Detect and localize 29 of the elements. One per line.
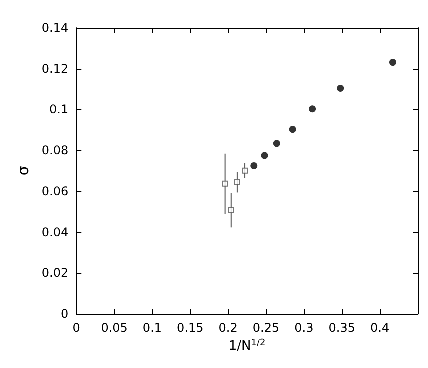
y-tick-label: 0 (60, 307, 69, 322)
point (242, 168, 248, 174)
x-tick-label: 0.1 (142, 321, 162, 336)
y-tick-label: 0.02 (42, 266, 69, 280)
point (228, 207, 234, 214)
x-tick-label: 0.4 (370, 321, 390, 336)
x-tick-label: 0 (72, 321, 80, 336)
x-tick-label: 0.35 (328, 321, 356, 336)
x-tick-label: 0.25 (252, 321, 280, 336)
point (289, 126, 296, 134)
y-tick-label: 0.1 (50, 102, 69, 117)
point (222, 180, 228, 187)
y-tick-label: 0.04 (42, 225, 69, 240)
x-tick-label: 0.15 (177, 321, 204, 336)
point (389, 59, 396, 66)
y-tick-label: 0.14 (42, 21, 69, 35)
point (234, 179, 240, 186)
y-tick-label: 0.08 (42, 144, 69, 158)
point (309, 106, 316, 113)
x-tick-label: 0.05 (101, 321, 128, 336)
y-tick-label: 0.12 (42, 62, 69, 76)
point (261, 152, 268, 160)
y-tick-label: 0.06 (42, 184, 69, 198)
x-tick-label: 0.2 (218, 321, 238, 336)
point (337, 84, 344, 92)
point (273, 140, 280, 148)
point (250, 162, 258, 170)
y-axis-title: σ (14, 166, 32, 176)
x-tick-label: 0.3 (294, 321, 314, 336)
